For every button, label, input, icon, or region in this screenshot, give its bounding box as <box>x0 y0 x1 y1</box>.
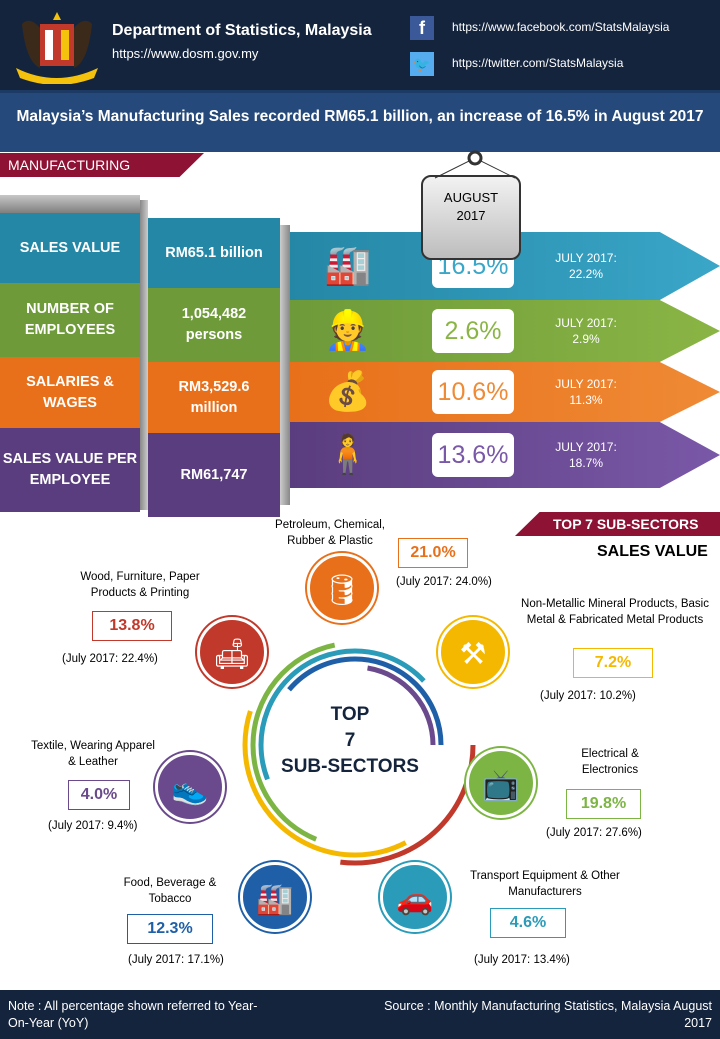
furniture-icon: 🛋 <box>197 617 267 687</box>
metal-products-icon: ⚒ <box>438 617 508 687</box>
department-name: Department of Statistics, Malaysia <box>112 22 372 39</box>
indicator-label: SALES VALUE <box>19 239 121 256</box>
july-value: 18.7% <box>568 456 604 470</box>
subsector-july: (July 2017: 10.2%) <box>540 690 636 702</box>
july-value: 2.9% <box>572 332 600 346</box>
subsector-july: (July 2017: 27.6%) <box>546 827 642 839</box>
money-bag-icon: 💰 <box>324 371 372 413</box>
coat-of-arms-logo <box>16 12 98 84</box>
indicator-july: JULY 2017: 11.3% <box>540 376 632 408</box>
center-label: TOP 7 SUB-SECTORS <box>270 702 430 780</box>
conveyor-worker-icon: 🧍 <box>324 434 372 476</box>
facebook-link[interactable]: https://www.facebook.com/StatsMalaysia <box>452 20 670 34</box>
subsector-july: (July 2017: 24.0%) <box>396 576 492 588</box>
oil-refinery-icon: 🛢 <box>307 553 377 623</box>
indicator-label-cell: SALES VALUE PER EMPLOYEE <box>0 428 140 512</box>
indicator-value: 1,054,482 persons <box>181 306 247 343</box>
period-month: AUGUST <box>443 190 499 205</box>
subsector-name: Petroleum, Chemical, Rubber & Plastic <box>275 519 385 547</box>
subsector-pct: 19.8% <box>566 789 641 819</box>
period-year: 2017 <box>456 208 486 223</box>
footer-source: Source : Monthly Manufacturing Statistic… <box>384 999 712 1030</box>
center-label-subsectors: SUB-SECTORS <box>281 756 419 777</box>
column-fold <box>140 200 148 510</box>
july-label: JULY 2017: <box>555 440 617 454</box>
indicator-value: RM61,747 <box>180 466 248 483</box>
subsector-pct: 7.2% <box>573 648 653 678</box>
hanger-string <box>434 150 516 179</box>
subsector-pct: 4.6% <box>490 908 566 938</box>
subsector-name: Wood, Furniture, Paper Products & Printi… <box>80 571 200 599</box>
indicator-value-cell: RM3,529.6 million <box>148 362 280 433</box>
indicator-yoy-pct: 13.6% <box>432 433 514 477</box>
indicator-value: RM3,529.6 million <box>178 378 250 416</box>
footer: Note : All percentage shown referred to … <box>0 990 720 1039</box>
july-value: 22.2% <box>568 267 604 281</box>
car-icon: 🚗 <box>380 862 450 932</box>
subsector-name: Non-Metallic Mineral Products, Basic Met… <box>521 598 709 626</box>
july-label: JULY 2017: <box>555 251 617 265</box>
indicator-label: NUMBER OF EMPLOYEES <box>24 301 116 338</box>
indicator-value-cell: RM61,747 <box>148 433 280 517</box>
factory-icon: 🏭 <box>324 245 372 287</box>
july-label: JULY 2017: <box>555 316 617 330</box>
subsector-name: Food, Beverage & Tobacco <box>123 877 217 905</box>
indicator-label-cell: SALES VALUE <box>0 213 140 283</box>
section-tab-manufacturing: MANUFACTURING <box>0 153 204 177</box>
twitter-link[interactable]: https://twitter.com/StatsMalaysia <box>452 56 624 70</box>
twitter-icon[interactable]: 🐦 <box>410 52 434 76</box>
center-label-top: TOP <box>330 704 370 725</box>
website-link[interactable]: https://www.dosm.gov.my <box>112 46 259 61</box>
period-tag: AUGUST 2017 <box>421 175 521 260</box>
subsector-july: (July 2017: 17.1%) <box>128 954 224 966</box>
electronics-icon: 📺 <box>466 748 536 818</box>
indicator-label-cell: NUMBER OF EMPLOYEES <box>0 283 140 357</box>
subsector-pct: 4.0% <box>68 780 130 810</box>
column-top-shade <box>0 195 140 215</box>
workers-icon: 👷 <box>324 310 372 352</box>
indicator-yoy-pct: 10.6% <box>432 370 514 414</box>
sneaker-icon: 👟 <box>155 752 225 822</box>
july-label: JULY 2017: <box>555 377 617 391</box>
footer-note: Note : All percentage shown referred to … <box>8 999 258 1030</box>
food-factory-icon: 🏭 <box>240 862 310 932</box>
subsector-pct: 13.8% <box>92 611 172 641</box>
center-label-number: 7 <box>344 730 356 751</box>
subsector-name: Textile, Wearing Apparel & Leather <box>31 740 155 768</box>
indicator-july: JULY 2017: 18.7% <box>540 439 632 471</box>
subsectors-subtitle: SALES VALUE <box>597 543 708 560</box>
column-fold <box>280 225 290 505</box>
indicator-july: JULY 2017: 2.9% <box>540 315 632 347</box>
facebook-icon[interactable]: f <box>410 16 434 40</box>
header: Department of Statistics, Malaysia https… <box>0 0 720 90</box>
subsector-name: Electrical & Electronics <box>581 748 639 776</box>
indicator-label: SALARIES & WAGES <box>26 373 114 411</box>
subsector-july: (July 2017: 9.4%) <box>48 820 138 832</box>
center-rings <box>234 624 476 866</box>
indicator-label-cell: SALARIES & WAGES <box>0 357 140 428</box>
section-tab-subsectors: TOP 7 SUB-SECTORS <box>515 512 720 536</box>
indicator-yoy-pct: 2.6% <box>432 309 514 353</box>
indicator-value-cell: RM65.1 billion <box>148 218 280 288</box>
july-value: 11.3% <box>569 393 603 407</box>
indicator-value: RM65.1 billion <box>165 244 263 261</box>
subsector-pct: 21.0% <box>398 538 468 568</box>
headline: Malaysia’s Manufacturing Sales recorded … <box>0 90 720 152</box>
subsector-july: (July 2017: 22.4%) <box>62 653 158 665</box>
subsector-pct: 12.3% <box>127 914 213 944</box>
indicator-july: JULY 2017: 22.2% <box>540 250 632 282</box>
subsector-july: (July 2017: 13.4%) <box>474 954 570 966</box>
subsector-name: Transport Equipment & Other Manufacturer… <box>470 870 620 898</box>
indicator-label: SALES VALUE PER EMPLOYEE <box>2 451 138 488</box>
indicator-value-cell: 1,054,482 persons <box>148 288 280 362</box>
